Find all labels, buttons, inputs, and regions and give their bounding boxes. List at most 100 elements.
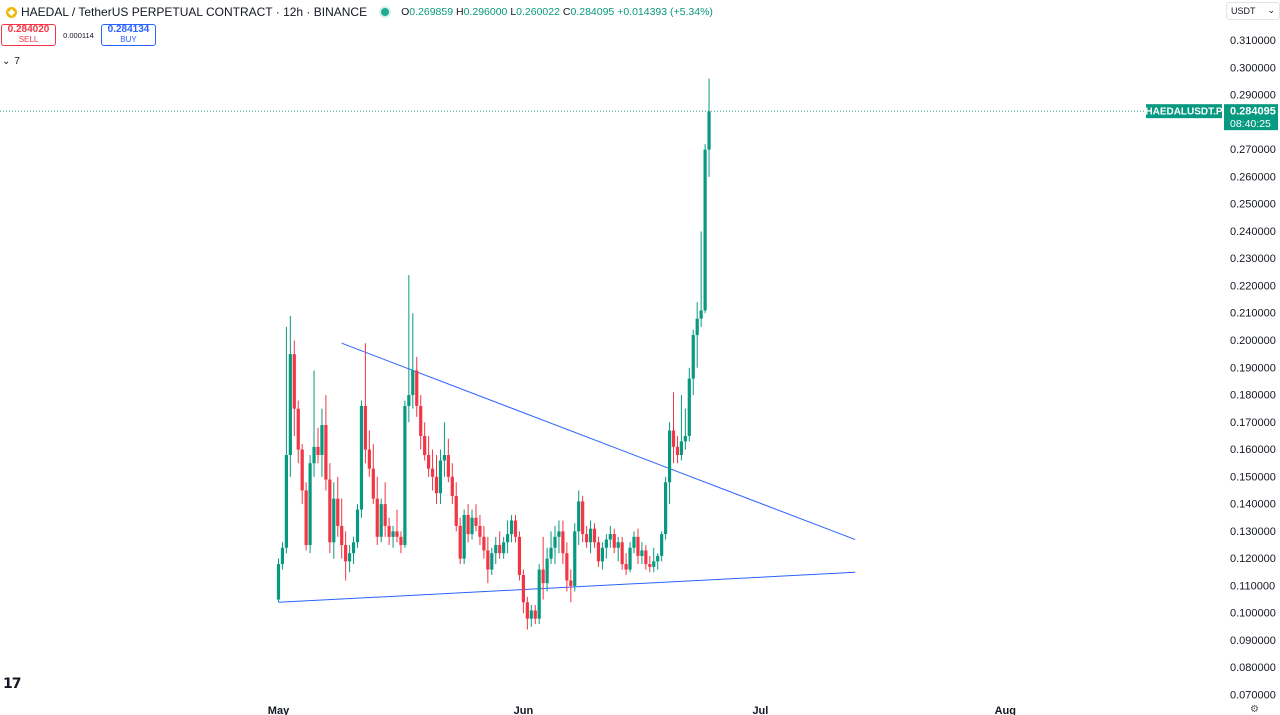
candle-body xyxy=(683,435,687,442)
candle-body xyxy=(427,455,431,469)
candle-body xyxy=(351,542,356,554)
price-tick-label: 0.100000 xyxy=(1230,608,1276,620)
candle-body xyxy=(652,561,656,567)
candle-body xyxy=(359,405,364,510)
candle-body xyxy=(328,479,332,543)
price-tick-label: 0.130000 xyxy=(1230,526,1276,538)
candle-body xyxy=(403,405,407,546)
time-tick-label: Jun xyxy=(514,705,534,715)
chevron-down-icon: ⌄ xyxy=(1267,5,1275,15)
tradingview-logo-icon[interactable]: 17 xyxy=(3,676,22,692)
candle-body xyxy=(344,545,348,562)
candle-body xyxy=(557,531,561,537)
candle-body xyxy=(375,498,379,537)
price-tag-countdown: 08:40:25 xyxy=(1230,118,1271,130)
candle-body xyxy=(707,111,711,150)
price-tag-bg xyxy=(1224,104,1278,131)
symbol-tag: HAEDALUSDT.P xyxy=(1145,107,1223,118)
candle-body xyxy=(387,525,391,537)
candle-body xyxy=(521,575,525,603)
price-tick-label: 0.070000 xyxy=(1230,690,1276,702)
candle-body xyxy=(383,504,387,526)
candle-body xyxy=(434,476,439,494)
candle-body xyxy=(703,149,707,311)
price-tick-label: 0.210000 xyxy=(1230,308,1276,320)
candle-body xyxy=(442,455,446,461)
candle-body xyxy=(667,430,672,483)
candle-body xyxy=(604,539,608,548)
candle-body xyxy=(280,547,285,565)
candle-body xyxy=(474,517,478,526)
sell-button[interactable]: 0.284020 SELL xyxy=(1,24,56,46)
candle-body xyxy=(660,534,664,556)
candle-body xyxy=(581,501,585,535)
price-tick-label: 0.150000 xyxy=(1230,471,1276,483)
trendline[interactable] xyxy=(341,342,856,541)
candle-body xyxy=(284,455,288,548)
trade-panel: 0.284020 SELL 0.000114 0.284134 BUY xyxy=(1,24,156,46)
price-tick-label: 0.140000 xyxy=(1230,499,1276,511)
price-tick-label: 0.190000 xyxy=(1230,362,1276,374)
price-tick-label: 0.120000 xyxy=(1230,553,1276,565)
candle-body xyxy=(332,498,336,543)
candle-body xyxy=(423,435,427,456)
candle-body xyxy=(482,536,486,551)
candle-body xyxy=(537,569,541,619)
candle-body xyxy=(636,536,640,556)
price-tick-label: 0.180000 xyxy=(1230,390,1276,402)
candle-body xyxy=(699,310,703,319)
candle-body xyxy=(292,354,296,409)
candle-body xyxy=(466,515,470,535)
price-tick-label: 0.260000 xyxy=(1230,171,1276,183)
candle-body xyxy=(419,405,423,436)
settings-gear-icon[interactable]: ⚙ xyxy=(1250,704,1259,715)
candle-body xyxy=(517,536,522,576)
price-tick-label: 0.110000 xyxy=(1230,580,1275,592)
price-tick-label: 0.220000 xyxy=(1230,280,1276,292)
candle-body xyxy=(367,449,371,469)
candle-body xyxy=(395,531,399,537)
price-tag-value: 0.284095 xyxy=(1230,106,1276,118)
candle-body xyxy=(545,558,549,584)
candle-body xyxy=(308,463,312,546)
price-tick-label: 0.240000 xyxy=(1230,226,1276,238)
candle-body xyxy=(502,542,506,554)
price-tick-label: 0.090000 xyxy=(1230,635,1276,647)
candle-body xyxy=(553,536,557,548)
candle-body xyxy=(407,395,411,406)
candle-body xyxy=(577,501,581,532)
candle-body xyxy=(529,610,533,619)
symbol-title[interactable]: HAEDAL / TetherUS PERPETUAL CONTRACT · 1… xyxy=(21,5,368,19)
candle-body xyxy=(565,553,569,581)
candle-body xyxy=(648,564,652,567)
candle-body xyxy=(561,531,565,554)
candle-body xyxy=(470,517,474,535)
candle-body xyxy=(675,446,680,456)
candle-body xyxy=(671,430,676,447)
candle-body xyxy=(296,408,300,450)
candle-body xyxy=(691,335,695,379)
currency-select[interactable]: USDT ⌄ xyxy=(1226,2,1280,20)
candle-body xyxy=(288,354,292,456)
candle-body xyxy=(616,542,620,548)
candle-body xyxy=(348,553,352,562)
candle-body xyxy=(316,446,320,456)
indicators-toggle[interactable]: ⌄ 7 xyxy=(2,56,20,67)
candle-body xyxy=(363,405,367,450)
candle-body xyxy=(569,580,573,586)
price-tick-label: 0.310000 xyxy=(1230,35,1276,47)
candle-body xyxy=(585,534,589,543)
price-tick-label: 0.300000 xyxy=(1230,62,1276,74)
time-axis[interactable]: May Jun Jul Aug xyxy=(268,705,1016,715)
buy-button[interactable]: 0.284134 BUY xyxy=(101,24,156,46)
price-axis[interactable]: 0.070000 0.080000 0.090000 0.100000 0.110000… xyxy=(1145,35,1278,702)
candle-body xyxy=(458,525,462,559)
candle-body xyxy=(399,536,403,546)
candle-body xyxy=(620,542,624,565)
candle-body xyxy=(415,370,419,406)
candle-body xyxy=(525,602,529,619)
candle-body xyxy=(490,553,494,570)
candle-body xyxy=(628,547,632,570)
candle-body xyxy=(640,550,644,556)
